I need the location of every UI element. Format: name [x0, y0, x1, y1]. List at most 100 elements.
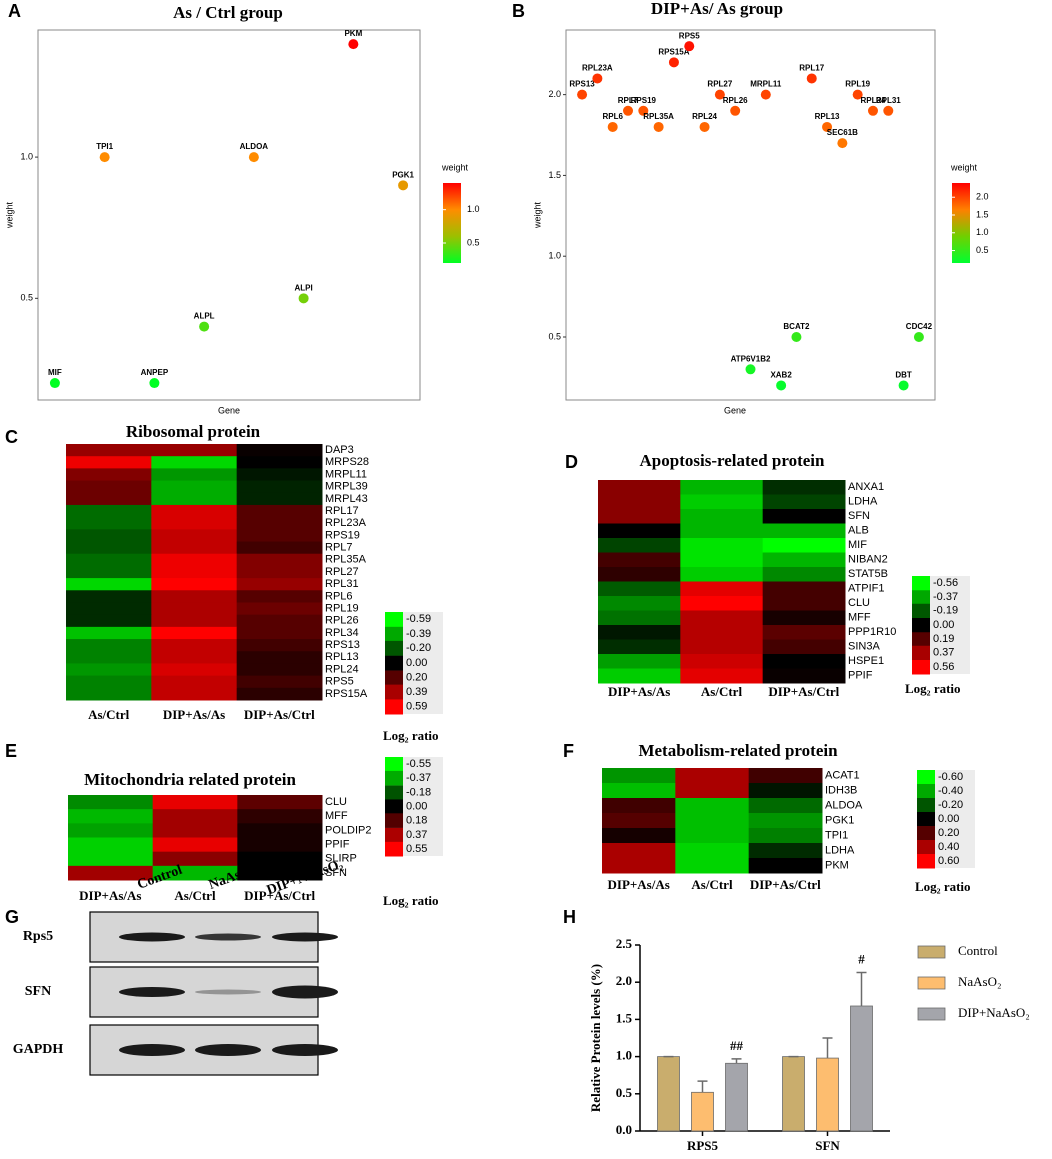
- blot-band: [195, 933, 261, 941]
- colorbar-tick-label: -0.19: [933, 605, 958, 617]
- row-label: MRPL39: [325, 481, 368, 493]
- heatmap-cell: [236, 651, 323, 664]
- heatmap-cell: [151, 626, 238, 640]
- point-label: XAB2: [770, 371, 792, 380]
- row-label: RPL7: [325, 542, 353, 554]
- heatmap-cell: [151, 687, 238, 701]
- row-label: SIN3A: [848, 641, 880, 653]
- heatmap-cell: [68, 795, 154, 810]
- point: [760, 89, 771, 100]
- point: [684, 41, 695, 52]
- colorbar-background: [403, 757, 443, 856]
- column-label: As/Ctrl: [88, 707, 130, 722]
- point: [248, 152, 259, 163]
- row-label: MRPS28: [325, 456, 369, 468]
- colorbar-block: [385, 813, 403, 828]
- point: [149, 378, 160, 389]
- heatmap-cell: [680, 552, 764, 568]
- heatmap-cell: [236, 553, 323, 567]
- row-label: RPL31: [325, 578, 359, 590]
- column-label: DIP+As/As: [608, 684, 670, 699]
- heatmap-cell: [598, 639, 681, 655]
- point-label: SEC61B: [827, 128, 858, 137]
- row-label: PPP1R10: [848, 626, 896, 638]
- heatmap-cell: [151, 651, 238, 664]
- heatmap-cell: [598, 610, 681, 626]
- bar: [782, 1056, 805, 1132]
- column-label: DIP+As/Ctrl: [244, 707, 315, 722]
- heatmap-cell: [762, 581, 846, 597]
- y-axis-label: weight: [4, 201, 14, 229]
- heatmap-cell: [66, 639, 152, 652]
- colorbar-block: [385, 699, 403, 715]
- blot-row-label: SFN: [25, 984, 51, 999]
- colorbar-tick-label: -0.55: [406, 758, 431, 770]
- heatmap-cell: [748, 843, 823, 859]
- colorbar-block: [385, 785, 403, 801]
- heatmap-cell: [762, 480, 846, 495]
- heatmap-cell: [602, 813, 676, 829]
- row-label: HSPE1: [848, 655, 884, 667]
- blot-band: [272, 932, 338, 942]
- heatmap-cell: [598, 596, 681, 611]
- blot-band: [119, 1044, 185, 1056]
- heatmap-cell: [151, 663, 238, 677]
- heatmap-cell: [236, 687, 323, 701]
- heatmap-cell: [151, 614, 238, 628]
- legend-swatch: [917, 945, 946, 959]
- point-label: RPL6: [602, 112, 623, 121]
- row-label: PPIF: [325, 838, 350, 850]
- colorbar-block: [385, 670, 403, 686]
- heatmap-cell: [66, 651, 152, 664]
- heatmap-cell: [151, 541, 238, 555]
- colorbar-tick-label: 0.37: [933, 647, 954, 659]
- y-tick-label: 1.5: [616, 1010, 633, 1025]
- y-tick-label: 0.0: [616, 1122, 632, 1137]
- blot-band: [272, 985, 338, 999]
- heatmap-cell: [598, 509, 681, 524]
- heatmap-cell: [748, 828, 823, 844]
- heatmap-cell: [68, 809, 154, 824]
- chart-title: As / Ctrl group: [173, 3, 283, 22]
- row-label: RPL26: [325, 615, 359, 627]
- y-tick-label: 2.0: [616, 973, 632, 988]
- heatmap-cell: [66, 578, 152, 591]
- point: [867, 105, 878, 116]
- row-label: ANXA1: [848, 481, 884, 493]
- colorbar-tick-label: 0.37: [406, 829, 427, 841]
- heatmap-cell: [236, 602, 323, 616]
- colorbar-tick-label: -0.18: [406, 787, 431, 799]
- heatmap-cell: [236, 626, 323, 640]
- heatmap-cell: [762, 639, 846, 655]
- heatmap-cell: [236, 639, 323, 652]
- significance-label: ##: [730, 1038, 744, 1053]
- colorbar-tick-label: -0.39: [406, 628, 431, 640]
- colorbar-block: [917, 826, 935, 841]
- row-label: RPS19: [325, 529, 360, 541]
- heatmap-cell: [748, 858, 823, 874]
- point-label: ALPL: [194, 312, 215, 321]
- colorbar-tick-label: 0.56: [933, 661, 954, 673]
- y-axis-label: weight: [532, 201, 542, 229]
- blot-band: [272, 1044, 338, 1056]
- column-label: DIP+As/Ctrl: [244, 888, 315, 903]
- heatmap-cell: [66, 468, 152, 482]
- colorbar-background: [935, 770, 975, 868]
- legend-label: NaAsO₂: [958, 974, 1002, 989]
- blot-band: [119, 987, 185, 997]
- heatmap-cell: [680, 639, 764, 655]
- blot-band: [195, 989, 261, 995]
- point: [822, 121, 833, 132]
- colorbar-tick-label: 1.0: [976, 227, 989, 237]
- row-label: TPI1: [825, 829, 848, 841]
- legend-title: Log₂ ratio: [383, 893, 439, 908]
- bar: [691, 1091, 714, 1132]
- heatmap-cell: [762, 567, 846, 582]
- point: [653, 121, 664, 132]
- colorbar-tick-label: -0.37: [933, 591, 958, 603]
- row-label: LDHA: [848, 496, 878, 508]
- colorbar-block: [385, 655, 403, 671]
- heatmap-cell: [151, 639, 238, 652]
- heatmap-cell: [66, 504, 152, 518]
